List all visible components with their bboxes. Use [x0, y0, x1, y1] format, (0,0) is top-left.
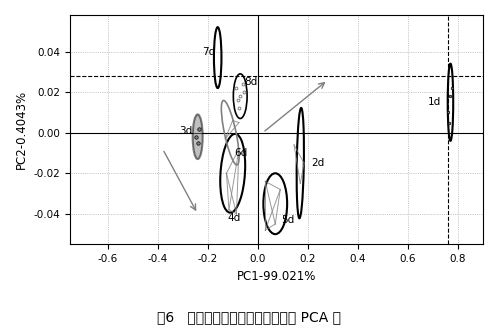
X-axis label: PC1-99.021%: PC1-99.021%: [237, 269, 316, 283]
Ellipse shape: [193, 114, 203, 159]
Y-axis label: PC2-0.4043%: PC2-0.4043%: [15, 90, 28, 169]
Text: 图6   微冻贮藏下样品的挥发性气味 PCA 图: 图6 微冻贮藏下样品的挥发性气味 PCA 图: [157, 310, 341, 324]
Text: 5d: 5d: [281, 215, 295, 225]
Text: 6d: 6d: [235, 148, 248, 158]
Text: 2d: 2d: [312, 158, 325, 168]
Text: 1d: 1d: [428, 97, 441, 107]
Text: 3d: 3d: [179, 126, 192, 136]
Text: 7d: 7d: [202, 46, 216, 57]
Text: 4d: 4d: [228, 213, 241, 223]
Text: 8d: 8d: [245, 77, 258, 87]
